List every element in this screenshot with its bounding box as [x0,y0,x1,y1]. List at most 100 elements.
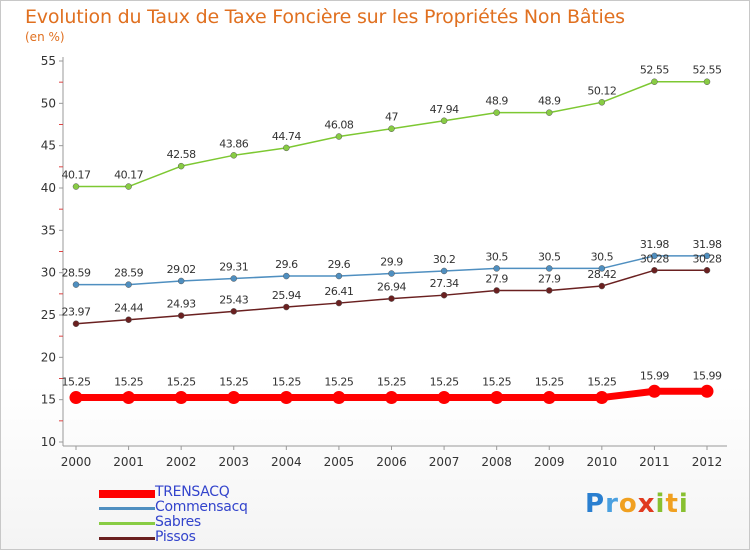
logo-letter: i [655,489,666,519]
data-point [598,99,606,106]
logo-letter: r [605,489,619,519]
x-tick-label: 2000 [61,455,92,469]
data-point [388,295,395,302]
x-tick-label: 2006 [376,455,407,469]
data-label: 24.93 [167,298,196,311]
data-label: 15.25 [219,376,248,389]
logo-letter: P [585,489,606,519]
y-tick-label: 25 [41,308,56,322]
data-point [493,265,500,272]
data-point [283,272,290,280]
data-label: 52.55 [640,64,669,77]
data-point [125,281,132,288]
data-label: 24.44 [114,302,143,315]
data-point [546,287,553,294]
data-point [69,391,83,405]
data-label: 29.6 [275,258,298,271]
legend-swatch [99,507,155,510]
data-point [227,391,241,405]
chart-title: Evolution du Taux de Taxe Foncière sur l… [25,6,625,28]
legend-swatch [99,490,155,498]
data-label: 30.2 [433,253,456,266]
data-label: 15.25 [587,376,616,389]
x-tick-label: 2011 [639,455,670,469]
axes: 10 15 20 25 30 35 40 45 50 55 2000 2001 2002 2003 2004… [41,54,727,469]
data-point [493,109,500,116]
data-label: 15.25 [482,376,511,389]
x-tick-label: 2001 [113,455,144,469]
data-label: 29.6 [328,258,351,271]
data-point [703,267,711,274]
data-label: 15.25 [535,376,564,389]
x-tick-label: 2003 [218,455,249,469]
data-label: 25.94 [272,289,301,302]
data-point [703,78,711,85]
data-label: 28.59 [114,267,143,280]
data-label: 44.74 [272,130,301,143]
data-point [332,391,346,405]
data-point [72,183,80,190]
y-tick-label: 20 [41,350,56,364]
data-point [651,252,658,260]
data-point [493,287,500,294]
data-point [125,183,132,190]
line-chart: 10 15 20 25 30 35 40 45 50 55 2000 2001 2002 2003 2004… [41,54,727,469]
data-point [230,275,237,282]
data-label: 28.42 [587,268,616,281]
logo-letter: t [665,489,679,519]
data-point [440,291,448,299]
data-label: 31.98 [640,238,669,251]
data-label: 30.28 [693,252,722,265]
logo-letter: i [678,489,689,519]
data-label: 50.12 [587,84,616,97]
data-point [490,391,504,405]
x-tick-label: 2004 [271,455,302,469]
data-point [177,162,185,170]
data-label: 42.58 [167,148,196,161]
data-label: 15.25 [167,376,196,389]
data-label: 47.94 [430,103,459,116]
y-tick-label: 15 [41,393,56,407]
data-label: 30.5 [538,250,561,263]
data-label: 29.31 [219,261,248,274]
data-label: 26.41 [324,285,353,298]
data-label: 15.99 [640,369,669,382]
data-point [546,109,553,116]
data-label: 27.34 [430,277,459,290]
data-point [440,267,448,275]
data-point [335,299,343,307]
data-point [388,125,395,132]
data-point [651,78,658,85]
y-tick-label: 45 [41,139,56,153]
data-point [703,252,711,260]
data-point [437,391,451,405]
y-tick-label: 10 [41,435,56,449]
data-point [388,270,395,277]
legend-swatch [99,537,155,540]
data-labels: 40.17 40.17 42.58 43.86 44.74 46.08 47 47.94 48.… [62,64,723,389]
data-label: 29.9 [380,256,403,269]
data-label: 30.28 [640,252,669,265]
y-tick-label: 50 [41,96,56,110]
data-point [598,282,606,290]
data-point [72,320,80,327]
y-tick-label: 40 [41,181,56,195]
data-point [230,152,237,159]
data-point [122,391,136,405]
data-point [283,303,290,311]
data-label: 47 [385,111,398,124]
data-point [546,265,553,272]
data-label: 15.25 [114,376,143,389]
data-label: 15.25 [377,376,406,389]
data-point [440,117,448,125]
data-label: 48.9 [485,95,508,108]
data-label: 15.99 [693,369,722,382]
data-point [283,144,290,152]
data-label: 15.25 [272,376,301,389]
data-label: 27.9 [538,272,561,285]
data-label: 27.9 [485,272,508,285]
proxiti-logo: Proxiti [585,489,689,519]
y-tick-label: 30 [41,266,56,280]
data-label: 40.17 [114,169,143,182]
